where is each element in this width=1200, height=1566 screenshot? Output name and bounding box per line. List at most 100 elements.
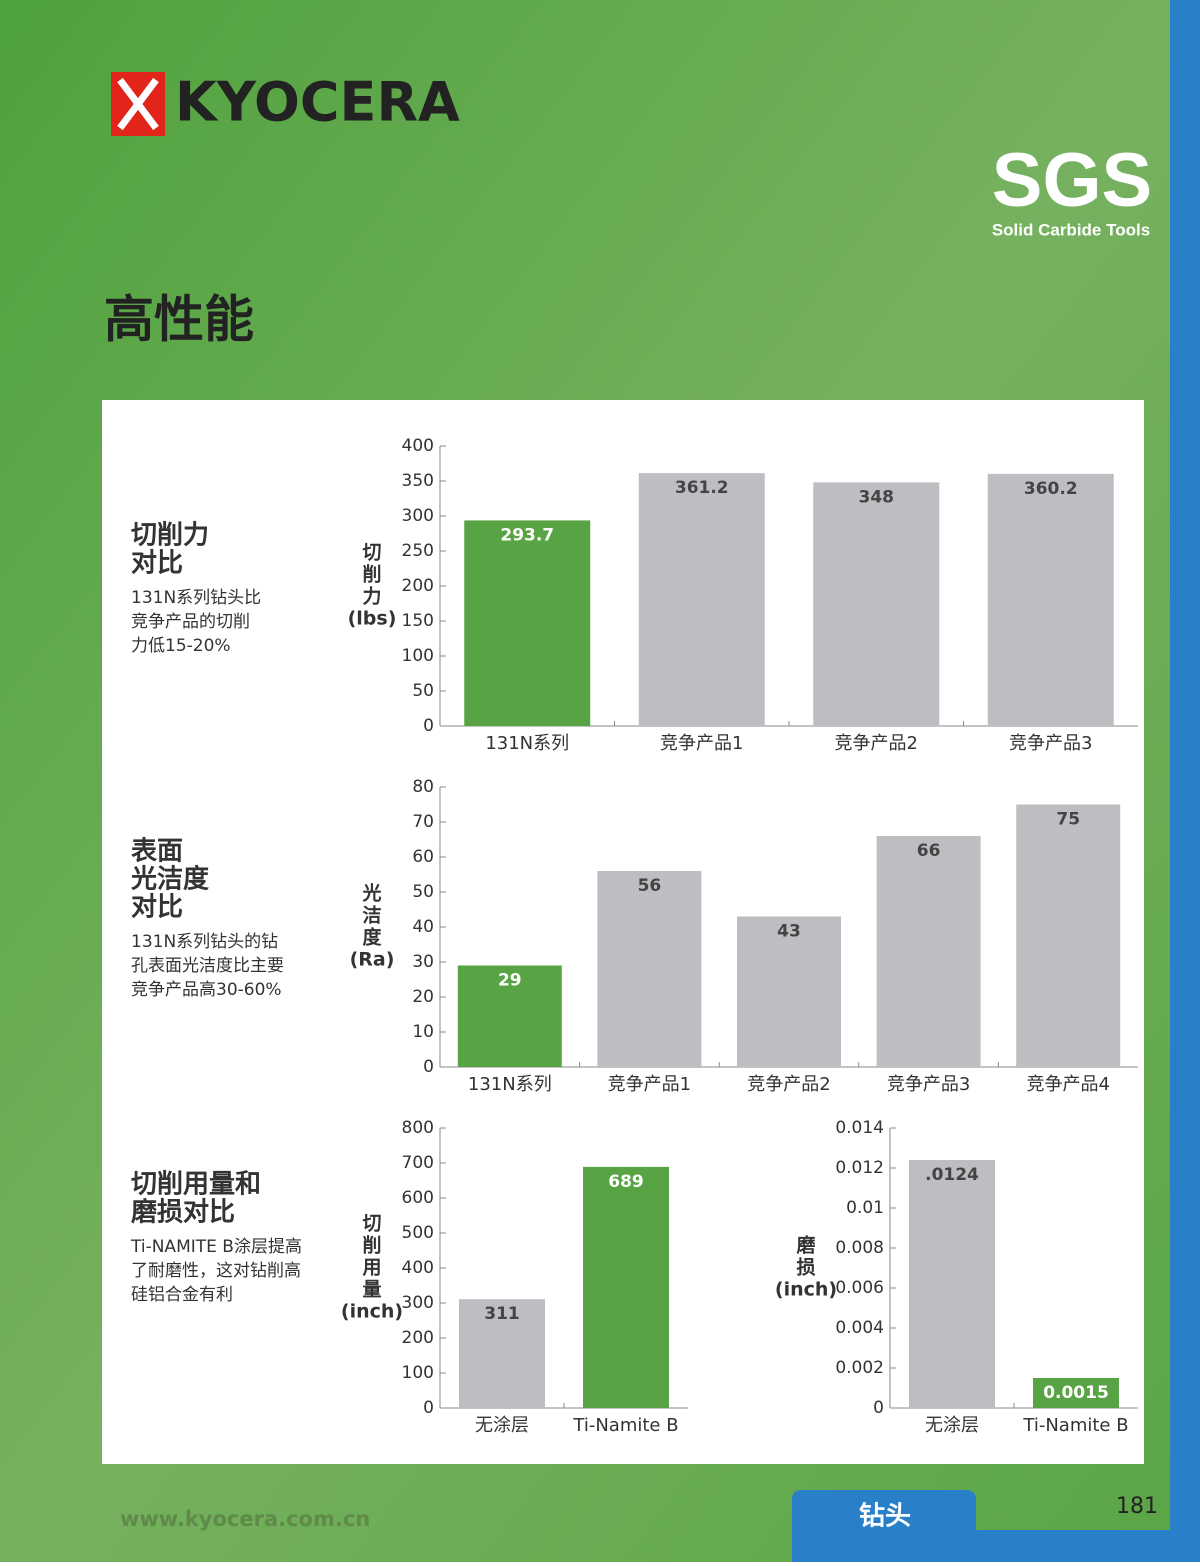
value-label: 29	[498, 971, 522, 991]
value-label: .0124	[925, 1165, 979, 1185]
logo-text: KYOCERA	[175, 71, 460, 134]
section-text: 131N系列钻头比	[131, 588, 261, 608]
value-label: 348	[859, 487, 895, 507]
brand: SGS	[992, 138, 1153, 223]
y-tick-label: 350	[402, 471, 434, 491]
section-title: 磨损对比	[131, 1198, 235, 1228]
y-axis-label: (inch)	[341, 1301, 403, 1323]
value-label: 293.7	[500, 525, 554, 545]
bar	[1033, 1378, 1119, 1408]
y-tick-label: 20	[412, 987, 434, 1007]
y-tick-label: 50	[412, 681, 434, 701]
y-tick-label: 150	[402, 611, 434, 631]
y-tick-label: 400	[402, 1258, 434, 1278]
y-tick-label: 600	[402, 1188, 434, 1208]
y-tick-label: 50	[412, 882, 434, 902]
y-tick-label: 70	[412, 812, 434, 832]
x-tick-label: 无涂层	[925, 1415, 979, 1436]
x-tick-label: 无涂层	[475, 1415, 529, 1436]
section-text: 竞争产品的切削	[131, 612, 250, 632]
value-label: 311	[484, 1304, 520, 1324]
section-title: 切削力	[131, 521, 209, 551]
y-tick-label: 250	[402, 541, 434, 561]
y-tick-label: 100	[402, 646, 434, 666]
y-axis-label: (Ra)	[350, 949, 395, 971]
x-tick-label: 竞争产品2	[747, 1074, 830, 1095]
section-text: 孔表面光洁度比主要	[131, 956, 284, 976]
bar	[583, 1166, 669, 1408]
page-number: 181	[1116, 1494, 1158, 1519]
x-tick-label: 竞争产品3	[1009, 733, 1092, 754]
bar	[638, 473, 765, 726]
y-tick-label: 0.008	[835, 1238, 884, 1258]
y-axis-label: 磨	[795, 1234, 815, 1257]
bar	[457, 965, 562, 1067]
y-axis-label: 削	[362, 563, 381, 586]
x-tick-label: 竞争产品1	[608, 1074, 691, 1095]
bar	[737, 916, 841, 1067]
y-axis-label: 量	[362, 1279, 381, 1301]
bar	[876, 836, 981, 1067]
section-title: 光洁度	[130, 864, 209, 895]
y-tick-label: 0.012	[835, 1158, 884, 1178]
section-text: 力低15-20%	[131, 636, 231, 656]
y-tick-label: 0	[873, 1398, 884, 1418]
y-tick-label: 80	[412, 777, 434, 797]
y-axis-label: (lbs)	[348, 608, 397, 630]
y-tick-label: 100	[402, 1363, 434, 1383]
x-tick-label: Ti-Namite B	[1022, 1415, 1128, 1436]
footer-tab	[792, 1490, 1170, 1562]
value-label: 689	[608, 1172, 644, 1192]
value-label: 75	[1056, 810, 1080, 830]
value-label: 360.2	[1024, 479, 1078, 499]
y-tick-label: 400	[402, 436, 434, 456]
y-tick-label: 40	[412, 917, 434, 937]
bar	[909, 1160, 995, 1408]
section-text: 131N系列钻头的钻	[131, 932, 278, 952]
section-text: Ti-NAMITE B涂层提高	[130, 1237, 302, 1257]
value-label: 0.0015	[1043, 1383, 1109, 1403]
section-text: 硅铝合金有利	[131, 1285, 233, 1305]
y-axis-label: 光	[361, 882, 381, 905]
y-axis-label: 切	[362, 1213, 381, 1235]
x-tick-label: 竞争产品2	[835, 733, 918, 754]
page-title: 高性能	[104, 291, 254, 349]
x-tick-label: Ti-Namite B	[572, 1415, 678, 1436]
footer-tab-label: 钻头	[859, 1502, 911, 1532]
x-tick-label: 131N系列	[468, 1074, 552, 1095]
y-axis-label: 削	[362, 1234, 381, 1257]
y-tick-label: 0.014	[835, 1118, 884, 1138]
x-tick-label: 竞争产品3	[887, 1074, 970, 1095]
section-text: 竞争产品高30-60%	[131, 980, 282, 1000]
y-tick-label: 0.01	[846, 1198, 884, 1218]
y-tick-label: 300	[402, 1293, 434, 1313]
bar	[597, 871, 702, 1067]
bar	[987, 473, 1114, 726]
y-tick-label: 0	[423, 1057, 434, 1077]
y-tick-label: 0	[423, 716, 434, 736]
y-tick-label: 300	[402, 506, 434, 526]
bar	[1016, 804, 1121, 1067]
value-label: 43	[777, 922, 801, 942]
y-tick-label: 30	[412, 952, 434, 972]
y-axis-label: 洁	[362, 904, 381, 927]
y-tick-label: 0	[423, 1398, 434, 1418]
bar	[459, 1299, 545, 1408]
y-tick-label: 500	[402, 1223, 434, 1243]
bar	[813, 482, 940, 726]
y-tick-label: 700	[402, 1153, 434, 1173]
y-axis-label: 损	[796, 1257, 815, 1279]
y-tick-label: 800	[402, 1118, 434, 1138]
y-tick-label: 200	[402, 576, 434, 596]
value-label: 56	[638, 876, 662, 896]
y-tick-label: 60	[412, 847, 434, 867]
section-title: 表面	[131, 837, 183, 867]
y-axis-label: 用	[362, 1257, 381, 1279]
section-text: 了耐磨性，这对钻削高	[131, 1261, 301, 1281]
y-axis-label: 力	[362, 585, 381, 608]
y-tick-label: 0.006	[835, 1278, 884, 1298]
y-tick-label: 0.002	[835, 1358, 884, 1378]
y-tick-label: 0.004	[835, 1318, 884, 1338]
section-title: 对比	[131, 893, 183, 923]
